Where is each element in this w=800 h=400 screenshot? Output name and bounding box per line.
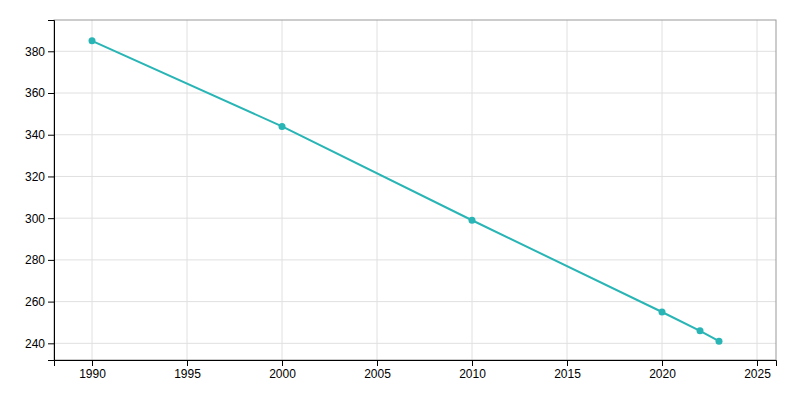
- x-tick-mark: [92, 360, 93, 366]
- y-axis-line: [48, 21, 55, 361]
- x-tick-label: 2025: [744, 367, 771, 381]
- y-tick-label: 360: [25, 86, 45, 100]
- x-tick: 2005: [364, 360, 391, 381]
- y-tick: 340: [25, 128, 54, 142]
- x-tick-label: 2020: [649, 367, 676, 381]
- x-tick-mark: [472, 360, 473, 366]
- chart: 1990 1995 2000 2005 2010 2015 2020 2025 240 260 28…: [0, 0, 800, 400]
- y-grid-line: [54, 51, 776, 52]
- x-tick: 2025: [744, 360, 771, 381]
- y-grid-line: [54, 93, 776, 94]
- y-tick-label: 380: [25, 45, 45, 59]
- x-grid-line: [757, 20, 758, 360]
- x-tick-label: 2000: [269, 367, 296, 381]
- y-tick-mark: [48, 176, 54, 177]
- y-tick-mark: [48, 93, 54, 94]
- x-axis: 1990 1995 2000 2005 2010 2015 2020 2025: [55, 360, 777, 381]
- x-tick: 2010: [459, 360, 486, 381]
- x-tick: 1995: [174, 360, 201, 381]
- y-tick-label: 340: [25, 128, 45, 142]
- y-tick: 260: [25, 295, 54, 309]
- y-tick-mark: [48, 302, 54, 303]
- y-tick-label: 240: [25, 337, 45, 351]
- x-grid-line: [282, 20, 283, 360]
- y-tick-mark: [48, 343, 54, 344]
- y-tick: 320: [25, 170, 54, 184]
- y-tick-mark: [48, 51, 54, 52]
- point: [716, 338, 723, 345]
- x-grid-line: [377, 20, 378, 360]
- x-tick-label: 1995: [174, 367, 201, 381]
- y-tick: 380: [25, 45, 54, 59]
- x-tick: 2015: [554, 360, 581, 381]
- y-grid-line: [54, 259, 776, 260]
- point: [279, 123, 286, 130]
- x-tick-label: 2010: [459, 367, 486, 381]
- x-grid-line: [472, 20, 473, 360]
- y-tick-label: 320: [25, 170, 45, 184]
- y-grid-line: [54, 343, 776, 344]
- x-tick-mark: [377, 360, 378, 366]
- x-tick-mark: [282, 360, 283, 366]
- y-grid-line: [54, 301, 776, 302]
- line: [92, 41, 719, 341]
- x-tick: 2020: [649, 360, 676, 381]
- x-tick-label: 2015: [554, 367, 581, 381]
- y-tick: 360: [25, 86, 54, 100]
- x-grid-line: [567, 20, 568, 360]
- y-axis: 240 260 280 300 320 340 360 380: [25, 21, 55, 361]
- point: [89, 37, 96, 44]
- y-tick-mark: [48, 135, 54, 136]
- plot: 1990 1995 2000 2005 2010 2015 2020 2025 240 260 28…: [25, 20, 777, 381]
- x-grid-line: [187, 20, 188, 360]
- x-tick-label: 2005: [364, 367, 391, 381]
- grid: [54, 20, 776, 360]
- x-axis-line: [55, 361, 777, 367]
- plot-frame: [54, 20, 776, 360]
- x-grid-line: [92, 20, 93, 360]
- y-tick-label: 300: [25, 211, 45, 225]
- y-grid-line: [54, 134, 776, 135]
- x-tick-mark: [187, 360, 188, 366]
- series: [89, 37, 723, 344]
- y-tick-label: 260: [25, 295, 45, 309]
- point: [469, 217, 476, 224]
- x-tick-mark: [567, 360, 568, 366]
- y-grid-line: [54, 176, 776, 177]
- x-tick-mark: [757, 360, 758, 366]
- x-tick: 1990: [79, 360, 106, 381]
- y-tick-label: 280: [25, 253, 45, 267]
- y-tick-mark: [48, 218, 54, 219]
- y-tick: 280: [25, 253, 54, 267]
- y-tick: 300: [25, 211, 54, 225]
- point: [697, 327, 704, 334]
- x-tick: 2000: [269, 360, 296, 381]
- x-tick-label: 1990: [79, 367, 106, 381]
- y-grid-line: [54, 218, 776, 219]
- point: [659, 309, 666, 316]
- y-tick: 240: [25, 337, 54, 351]
- y-tick-mark: [48, 260, 54, 261]
- x-tick-mark: [662, 360, 663, 366]
